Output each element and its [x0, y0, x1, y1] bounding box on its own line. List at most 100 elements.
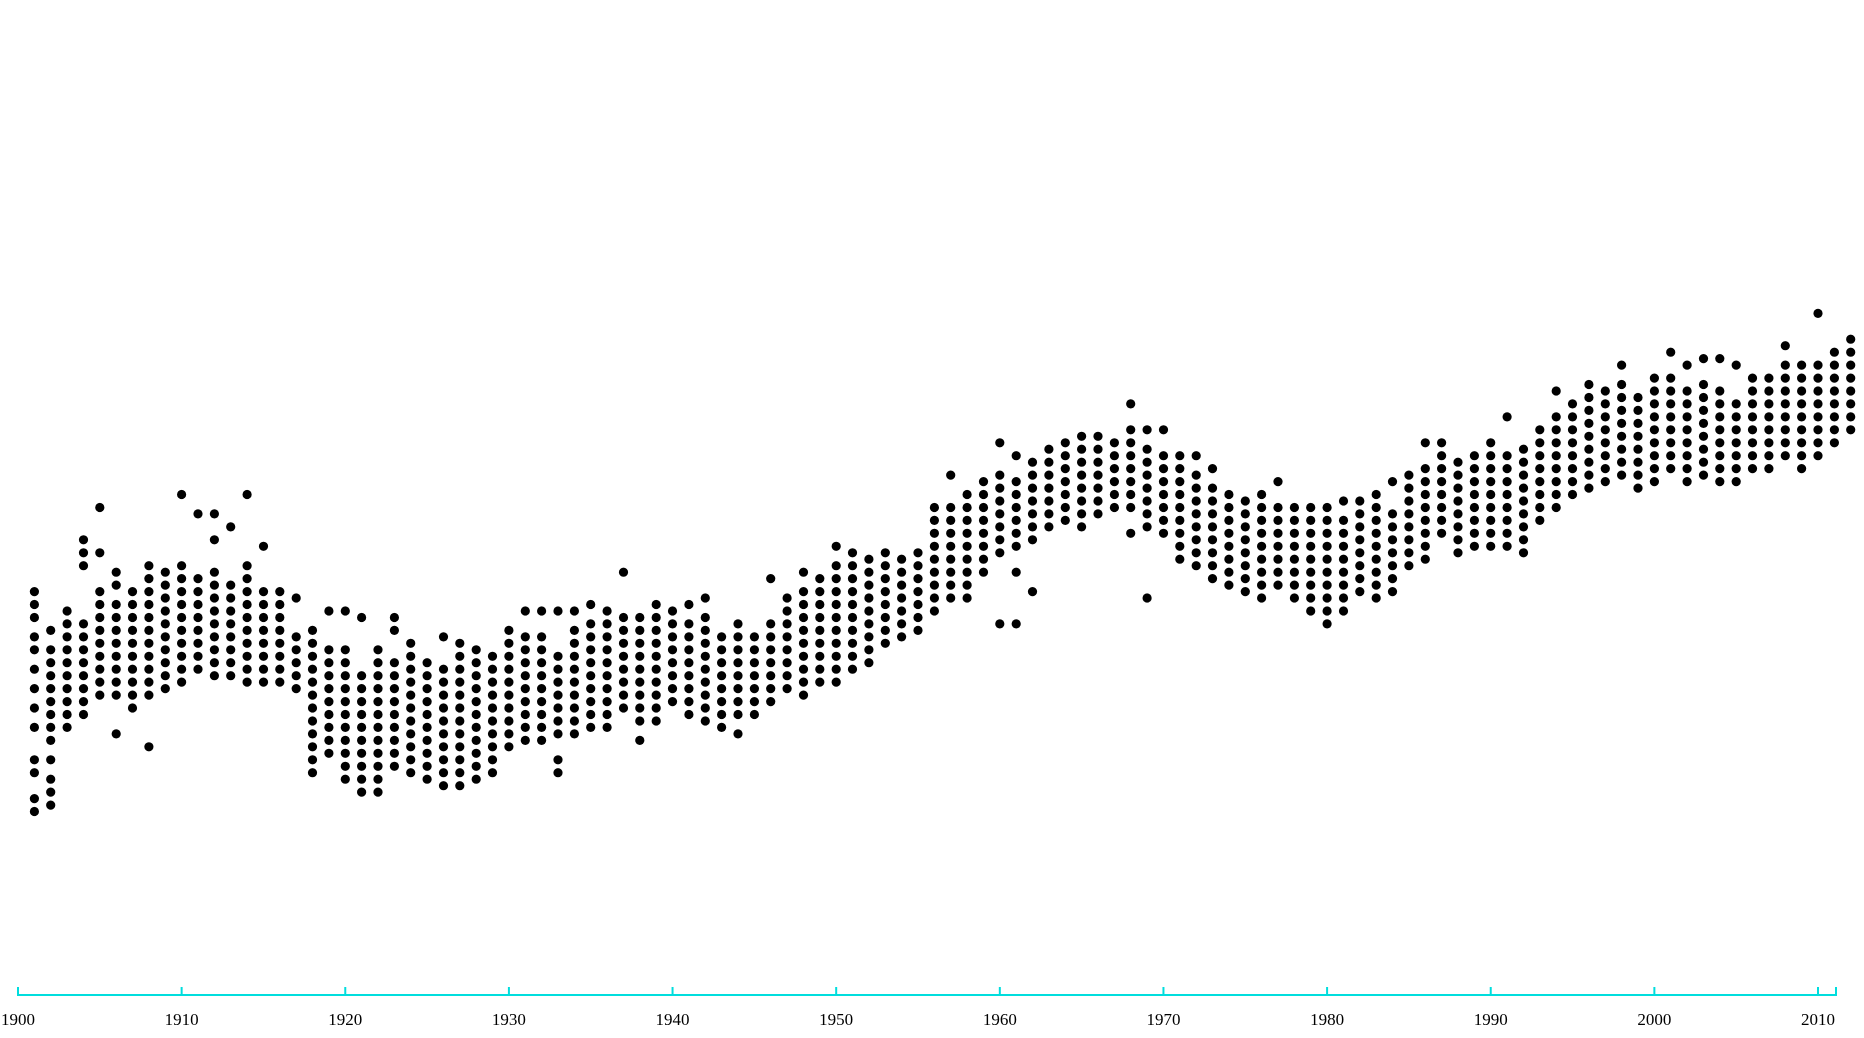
data-point [831, 561, 841, 571]
data-point [1780, 412, 1790, 422]
data-point [1846, 360, 1856, 370]
data-point [749, 709, 760, 720]
data-point [1617, 431, 1627, 441]
data-point [946, 580, 956, 590]
data-point [1502, 451, 1512, 461]
data-point [389, 671, 399, 681]
data-point [569, 606, 580, 616]
data-point [1191, 535, 1201, 545]
data-point [1649, 451, 1659, 461]
data-point [127, 587, 138, 597]
data-point [307, 703, 318, 713]
data-point [406, 690, 416, 700]
data-point [487, 664, 498, 674]
data-point [324, 722, 334, 733]
data-point [733, 709, 743, 720]
data-point [111, 580, 121, 590]
data-point [1273, 554, 1283, 564]
data-point [46, 774, 56, 784]
data-point [978, 554, 989, 564]
data-point [127, 664, 138, 674]
data-point [1715, 354, 1725, 364]
data-point [1322, 567, 1332, 577]
data-point [520, 697, 530, 707]
data-point [160, 658, 170, 668]
data-point [1027, 496, 1038, 506]
data-point [1224, 567, 1234, 577]
data-point [209, 567, 219, 577]
data-point [1306, 554, 1316, 564]
data-point [62, 658, 72, 668]
data-point [635, 716, 645, 726]
data-point [1060, 438, 1070, 448]
data-point [1715, 438, 1725, 448]
data-point [1371, 541, 1381, 551]
data-point [193, 651, 203, 661]
data-point [1191, 496, 1201, 506]
data-point [29, 684, 39, 694]
data-point [357, 722, 367, 733]
data-point [46, 722, 56, 733]
data-point [749, 684, 760, 694]
data-point [1060, 502, 1070, 513]
data-point [1617, 405, 1627, 415]
data-point [46, 697, 56, 707]
data-point [406, 703, 416, 713]
data-point [487, 755, 498, 765]
data-point [962, 567, 972, 577]
data-point [422, 658, 432, 668]
data-point [537, 658, 547, 668]
data-point [569, 690, 580, 700]
data-point [1551, 412, 1561, 422]
data-point [144, 599, 154, 610]
data-point [487, 690, 498, 700]
data-point [635, 735, 645, 746]
data-point [1027, 522, 1038, 532]
data-point [455, 742, 465, 752]
data-point [684, 684, 694, 694]
data-point [766, 645, 776, 655]
data-point [1240, 535, 1250, 545]
data-point [1011, 619, 1021, 629]
data-point [307, 755, 318, 765]
data-point [1486, 451, 1496, 461]
data-point [667, 619, 678, 629]
data-point [1764, 425, 1774, 435]
data-point [553, 703, 563, 713]
data-point [815, 574, 825, 584]
data-point [209, 580, 219, 590]
data-point [111, 567, 121, 577]
data-point [389, 684, 399, 694]
data-point [324, 671, 334, 681]
data-point [1420, 438, 1430, 448]
data-point [455, 729, 465, 739]
x-tick-label: 1970 [1146, 1010, 1180, 1029]
data-point [995, 548, 1005, 558]
data-point [553, 729, 563, 739]
data-point [1780, 438, 1790, 448]
data-point [487, 729, 498, 739]
data-point [1682, 360, 1692, 370]
data-point [1404, 470, 1414, 480]
data-point [29, 722, 39, 733]
data-point [258, 677, 269, 687]
data-point [307, 651, 318, 661]
data-point [1518, 457, 1529, 467]
data-point [586, 709, 596, 720]
data-point [1338, 496, 1349, 506]
data-point [1567, 477, 1578, 487]
data-point [1077, 444, 1087, 454]
data-point [242, 651, 252, 661]
data-point [242, 612, 252, 623]
data-point [569, 677, 580, 687]
data-point [602, 671, 612, 681]
data-point [1518, 496, 1529, 506]
data-point [438, 716, 449, 726]
data-point [1666, 412, 1676, 422]
data-point [1502, 541, 1512, 551]
data-point [929, 528, 940, 538]
data-point [1731, 464, 1741, 474]
data-point [1158, 528, 1169, 538]
data-point [1698, 431, 1709, 441]
